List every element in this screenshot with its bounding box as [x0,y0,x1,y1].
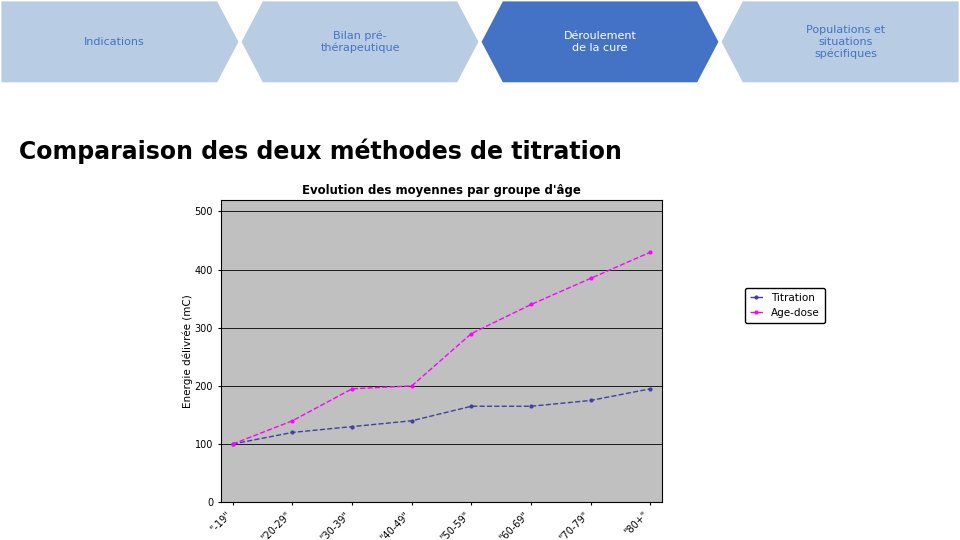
Polygon shape [0,0,240,84]
Legend: Titration, Age-dose: Titration, Age-dose [745,288,825,323]
Titration [466,403,477,409]
Age-dose [347,386,358,392]
Polygon shape [240,0,480,84]
Age-dose [406,383,418,389]
Age-dose [525,301,537,308]
Titration [645,386,657,392]
Text: Déroulement
de la cure: Déroulement de la cure [564,31,636,53]
Text: Comparaison des deux méthodes de titration: Comparaison des deux méthodes de titrati… [19,138,622,164]
Polygon shape [480,0,720,84]
Age-dose [227,441,238,447]
Titration [406,417,418,424]
Titration [525,403,537,409]
Age-dose [645,249,657,255]
Text: Populations et
situations
spécifiques: Populations et situations spécifiques [806,25,885,59]
Titration [287,429,299,436]
Line: Age-dose: Age-dose [230,249,653,447]
Age-dose [466,330,477,337]
Text: Bilan pré-
thérapeutique: Bilan pré- thérapeutique [321,30,399,53]
Polygon shape [720,0,960,84]
Titration [227,441,238,447]
Y-axis label: Energie délivrée (mC): Energie délivrée (mC) [182,294,193,408]
Age-dose [585,275,596,281]
Line: Titration: Titration [230,386,653,447]
Title: Evolution des moyennes par groupe d'âge: Evolution des moyennes par groupe d'âge [302,184,581,197]
Age-dose [287,417,299,424]
Text: Indications: Indications [84,37,145,47]
Titration [585,397,596,404]
Titration [347,423,358,430]
